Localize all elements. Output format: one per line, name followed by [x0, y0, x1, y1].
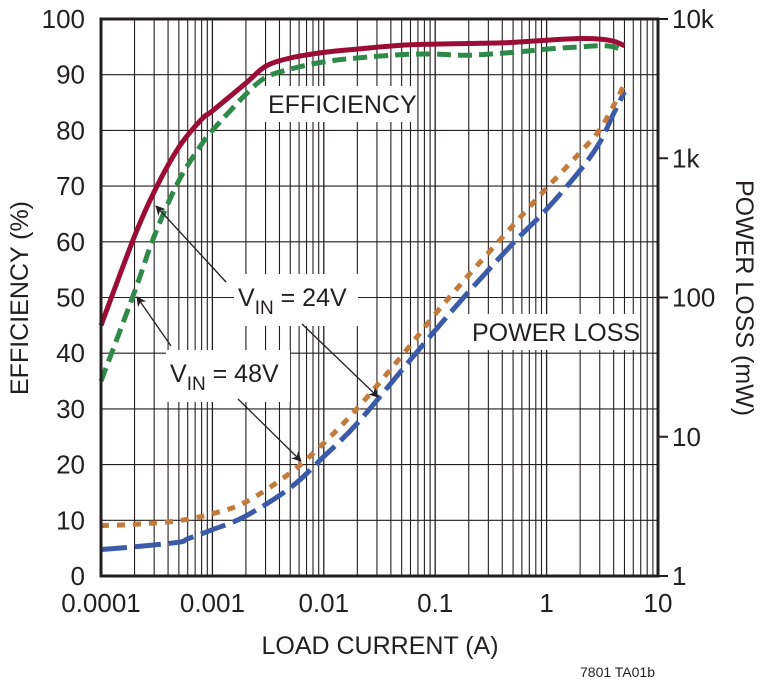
- x-tick-label: 10: [644, 588, 673, 618]
- axis-tick-labels: 0 10 20 30 40 50 60 70 80 90 100 0.0001 0.001 0.01 0.1…: [42, 4, 716, 618]
- x-tick-label: 0.001: [180, 588, 245, 618]
- figure-code: 7801 TA01b: [580, 664, 655, 680]
- y2-tick-label: 10: [672, 422, 701, 452]
- arrow-48v-power-loss: [237, 398, 302, 462]
- arrow-24v-efficiency: [155, 205, 227, 283]
- series-efficiency-vin-48v: [98, 43, 626, 382]
- power-loss-label-text: POWER LOSS: [472, 319, 640, 347]
- series-efficiency-vin-24v: [98, 35, 626, 327]
- y2-tick-label: 1k: [672, 143, 700, 173]
- y-tick-label: 30: [56, 394, 85, 424]
- arrow-24v-power-loss: [301, 323, 379, 398]
- vin-24v-label: VIN = 24V: [234, 274, 358, 326]
- y2-tick-label: 100: [672, 283, 715, 313]
- series-power-loss-vin-24v: [100, 90, 627, 552]
- arrow-48v-efficiency: [136, 296, 172, 347]
- y-tick-label: 80: [56, 115, 85, 145]
- efficiency-label: EFFICIENCY: [264, 86, 417, 122]
- y2-tick-label: 1: [672, 561, 686, 591]
- y-tick-label: 90: [56, 60, 85, 90]
- vin-24v-text: VIN = 24V: [238, 284, 347, 319]
- x-tick-label: 1: [539, 588, 553, 618]
- y-tick-label: 50: [56, 283, 85, 313]
- x-tick-label: 0.01: [298, 588, 349, 618]
- y-axis-title: EFFICIENCY (%): [6, 201, 34, 395]
- y-tick-label: 10: [56, 505, 85, 535]
- y-tick-label: 70: [56, 171, 85, 201]
- efficiency-label-text: EFFICIENCY: [268, 91, 417, 119]
- power-loss-label: POWER LOSS: [468, 314, 640, 350]
- x-tick-label: 0.0001: [61, 588, 141, 618]
- y-tick-label: 60: [56, 227, 85, 257]
- series-power-loss-vin-48v: [100, 83, 627, 529]
- y-tick-label: 100: [42, 4, 85, 34]
- y-tick-label: 40: [56, 338, 85, 368]
- data-curves: [98, 35, 627, 552]
- y2-axis-title: POWER LOSS (mW): [730, 180, 758, 416]
- x-tick-label: 0.1: [417, 588, 453, 618]
- annotation-arrows: [136, 205, 379, 462]
- x-axis-title: LOAD CURRENT (A): [261, 632, 498, 660]
- y-tick-label: 20: [56, 450, 85, 480]
- y-tick-label: 0: [71, 561, 85, 591]
- y2-tick-label: 10k: [672, 4, 715, 34]
- vin-48v-label: VIN = 48V: [166, 350, 290, 402]
- vin-48v-text: VIN = 48V: [170, 360, 279, 395]
